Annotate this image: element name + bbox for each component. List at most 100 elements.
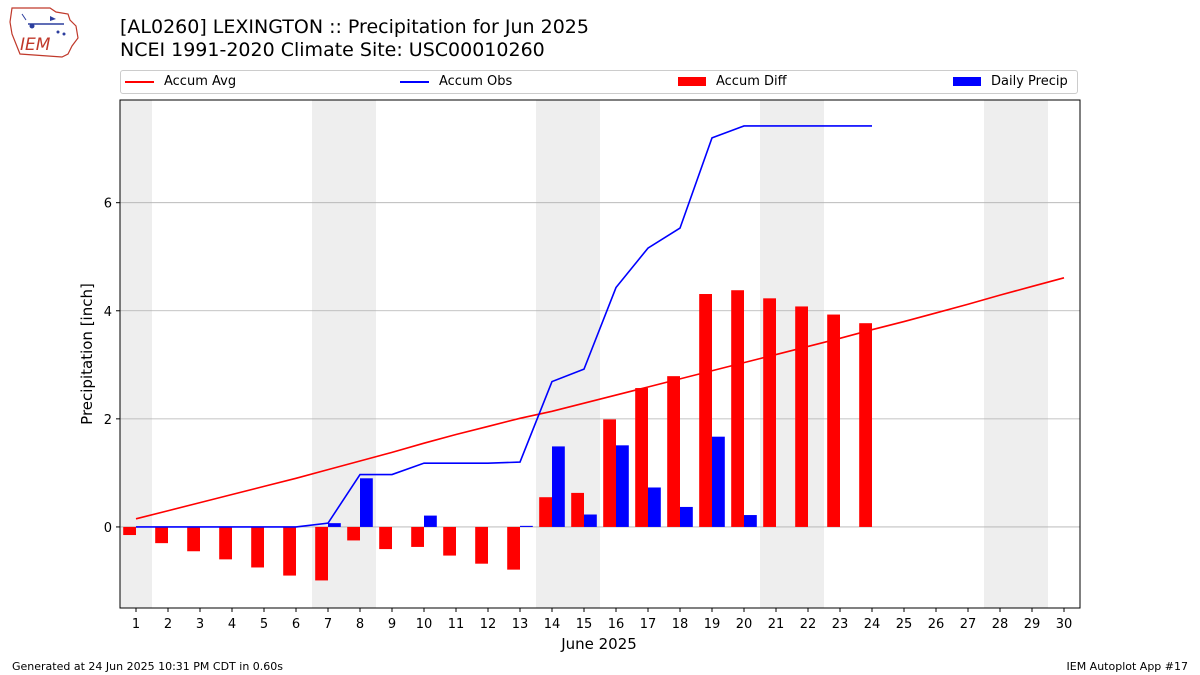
accum-diff-bar-day-9 — [379, 526, 392, 550]
x-tick-label-21: 21 — [768, 617, 785, 632]
legend-swatch-daily-precip — [953, 77, 981, 86]
x-tick-label-24: 24 — [864, 617, 881, 632]
legend-swatch-accum-diff — [678, 77, 706, 86]
x-tick-label-13: 13 — [512, 617, 529, 632]
accum-diff-bar-day-18 — [667, 376, 680, 527]
daily-precip-bar-day-13 — [520, 525, 533, 527]
accum-diff-bar-day-8 — [347, 526, 360, 541]
logo-text: IEM — [20, 35, 51, 55]
x-tick-label-12: 12 — [480, 617, 497, 632]
y-tick-label-2: 2 — [104, 413, 112, 428]
x-tick-label-1: 1 — [132, 617, 140, 632]
accum-diff-bar-day-19 — [699, 294, 712, 527]
x-tick-label-6: 6 — [292, 617, 300, 632]
legend-label-daily-precip: Daily Precip — [991, 74, 1068, 89]
axes: 1 2 3 4 5 6 7 8 9 10 11 12 13 14 15 16 17 18 19 20 21 22 23 24 2… — [104, 99, 1081, 632]
accum-diff-bar-day-22 — [795, 306, 808, 527]
accum-diff-bar-day-1 — [123, 526, 136, 536]
daily-precip-bar-day-16 — [616, 445, 629, 527]
accum-diff-bar-day-15 — [571, 492, 584, 527]
accum-diff-bar-day-14 — [539, 497, 552, 527]
footer-app: IEM Autoplot App #17 — [1066, 660, 1189, 673]
daily-precip-bar-day-8 — [360, 478, 373, 527]
x-tick-label-8: 8 — [356, 617, 364, 632]
legend-item-daily-precip: Daily Precip — [953, 74, 1068, 90]
accum-avg-line — [135, 277, 1065, 520]
x-tick-label-10: 10 — [416, 617, 433, 632]
daily-precip-bar-day-7 — [328, 523, 341, 527]
x-tick-label-20: 20 — [736, 617, 753, 632]
daily-precip-bar-day-17 — [648, 487, 661, 527]
x-tick-label-3: 3 — [196, 617, 204, 632]
y-axis-label: Precipitation [inch] — [78, 283, 96, 425]
legend-item-accum-diff: Accum Diff — [678, 74, 787, 90]
legend-swatch-accum-avg — [125, 80, 154, 83]
bars — [123, 290, 872, 581]
legend-label-accum-avg: Accum Avg — [164, 74, 237, 89]
y-tick-label-4: 4 — [104, 305, 112, 320]
legend-swatch-accum-obs — [400, 80, 429, 83]
x-tick-label-29: 29 — [1024, 617, 1041, 632]
x-tick-label-15: 15 — [576, 617, 593, 632]
x-tick-label-26: 26 — [928, 617, 945, 632]
daily-precip-bar-day-18 — [680, 506, 693, 527]
x-tick-label-5: 5 — [260, 617, 268, 632]
weekend-band-day-28 — [984, 100, 1016, 608]
accum-obs-line — [136, 125, 872, 528]
legend-item-accum-avg: Accum Avg — [125, 74, 236, 90]
chart-title: [AL0260] LEXINGTON :: Precipitation for … — [120, 16, 589, 38]
accum-diff-bar-day-6 — [283, 526, 296, 576]
weekend-band-day-15 — [568, 100, 600, 608]
x-tick-label-19: 19 — [704, 617, 721, 632]
daily-precip-bar-day-15 — [584, 514, 597, 527]
footer-generated: Generated at 24 Jun 2025 10:31 PM CDT in… — [12, 660, 284, 673]
weekend-band-day-29 — [1016, 100, 1048, 608]
x-tick-label-28: 28 — [992, 617, 1009, 632]
accum-diff-bar-day-11 — [443, 526, 456, 556]
accum-diff-bar-day-5 — [251, 526, 264, 568]
accum-diff-bar-day-20 — [731, 290, 744, 527]
daily-precip-bar-day-19 — [712, 436, 725, 527]
daily-precip-bar-day-14 — [552, 446, 565, 527]
x-tick-label-18: 18 — [672, 617, 689, 632]
daily-precip-bar-day-20 — [744, 515, 757, 527]
x-tick-label-25: 25 — [896, 617, 913, 632]
x-tick-label-11: 11 — [448, 617, 465, 632]
x-tick-label-9: 9 — [388, 617, 396, 632]
x-tick-label-16: 16 — [608, 617, 625, 632]
daily-precip-bar-day-10 — [424, 515, 437, 527]
accum-diff-bar-day-4 — [219, 526, 232, 560]
accum-diff-bar-day-12 — [475, 526, 488, 564]
plot-frame — [119, 99, 1081, 609]
legend-label-accum-obs: Accum Obs — [439, 74, 513, 89]
accum-diff-bar-day-17 — [635, 388, 648, 527]
x-tick-label-2: 2 — [164, 617, 172, 632]
accum-diff-bar-day-7 — [315, 526, 328, 581]
x-tick-label-4: 4 — [228, 617, 236, 632]
x-tick-label-30: 30 — [1056, 617, 1073, 632]
legend-item-accum-obs: Accum Obs — [400, 74, 512, 90]
accum-diff-bar-day-3 — [187, 526, 200, 552]
legend-label-accum-diff: Accum Diff — [716, 74, 787, 89]
lines — [135, 125, 1065, 528]
weekend-band-day-14 — [536, 100, 568, 608]
accum-diff-bar-day-10 — [411, 526, 424, 547]
x-tick-label-7: 7 — [324, 617, 332, 632]
weekend-band-day-1 — [120, 100, 152, 608]
accum-diff-bar-day-21 — [763, 298, 776, 527]
accum-diff-bar-day-24 — [859, 323, 872, 527]
iem-logo: IEM — [9, 7, 79, 58]
x-tick-label-17: 17 — [640, 617, 657, 632]
legend: Accum Avg Accum Obs Accum Diff Daily Pre… — [120, 70, 1078, 94]
accum-diff-bar-day-13 — [507, 526, 520, 570]
accum-diff-bar-day-2 — [155, 526, 168, 544]
x-tick-label-14: 14 — [544, 617, 561, 632]
x-tick-label-27: 27 — [960, 617, 977, 632]
accum-diff-bar-day-16 — [603, 419, 616, 527]
x-tick-label-23: 23 — [832, 617, 849, 632]
accum-diff-bar-day-23 — [827, 314, 840, 527]
y-tick-label-0: 0 — [104, 521, 112, 536]
x-axis-label: June 2025 — [560, 635, 637, 653]
chart-subtitle: NCEI 1991-2020 Climate Site: USC00010260 — [120, 39, 545, 61]
